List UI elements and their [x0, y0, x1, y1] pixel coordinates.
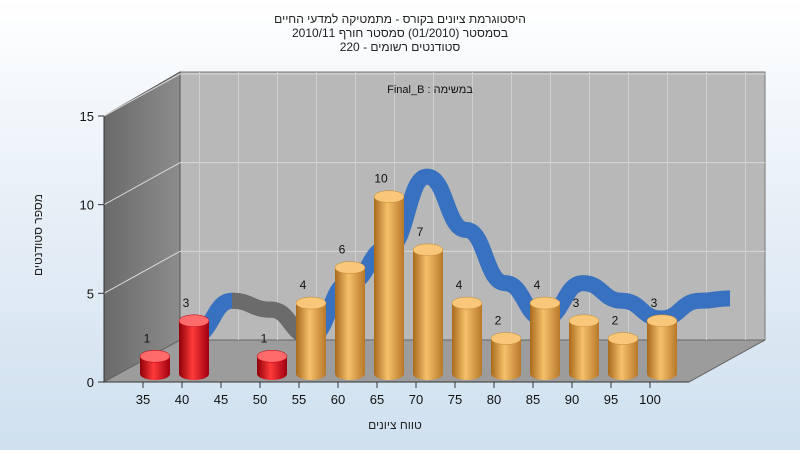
bar-top [646, 314, 678, 328]
bar-body [452, 303, 482, 380]
bar-value-label: 4 [534, 278, 541, 292]
bar-value-label: 10 [374, 172, 388, 186]
bar-value-label: 3 [651, 296, 658, 310]
bar-80: 2 [490, 314, 522, 380]
bar-top [178, 314, 210, 328]
x-tick-label: 60 [331, 392, 345, 407]
bar-100: 3 [646, 296, 678, 380]
x-axis-label: טווח ציונים [368, 418, 422, 432]
bar-50: 1 [256, 331, 288, 380]
chart-title-line-1: היסטוגרמת ציונים בקורס - מתמטיקה למדעי ה… [274, 12, 526, 26]
bar-value-label: 7 [417, 225, 424, 239]
bar-40: 3 [178, 296, 210, 380]
bar-value-label: 2 [612, 314, 619, 328]
bar-value-label: 1 [261, 331, 268, 345]
bars: 1 3 1 4 6 10 7 4 2 4 3 2 3 [139, 172, 678, 380]
x-tick-label: 45 [214, 392, 228, 407]
grid-line-h [103, 162, 181, 206]
bar-65: 10 [373, 172, 405, 380]
x-tick-label: 70 [409, 392, 423, 407]
x-tick-label: 90 [565, 392, 579, 407]
bar-35: 1 [139, 331, 171, 380]
x-tick-label: 75 [448, 392, 462, 407]
y-tick-label: 5 [87, 286, 94, 301]
bar-top [529, 296, 561, 310]
bar-body [608, 338, 638, 380]
y-tick-label: 10 [80, 198, 94, 213]
bar-value-label: 4 [300, 278, 307, 292]
bar-body [569, 320, 599, 380]
bar-body [647, 320, 677, 380]
bar-top [490, 332, 522, 345]
bar-body [335, 267, 365, 380]
bar-top [334, 261, 366, 274]
bar-body [491, 338, 521, 380]
bar-top [412, 243, 444, 257]
bar-body [179, 320, 209, 380]
bar-top [256, 350, 288, 363]
x-tick-label: 55 [292, 392, 306, 407]
bar-value-label: 2 [495, 314, 502, 328]
bar-body [140, 356, 170, 380]
bar-top [568, 314, 600, 328]
bar-body [374, 196, 404, 380]
bar-55: 4 [295, 278, 327, 380]
bar-top [451, 296, 483, 310]
bar-body [530, 303, 560, 380]
x-tick-label: 85 [526, 392, 540, 407]
x-tick-label: 95 [604, 392, 618, 407]
x-tick-label: 40 [175, 392, 189, 407]
x-tick-label: 65 [370, 392, 384, 407]
bar-top [373, 190, 405, 203]
bar-value-label: 3 [183, 296, 190, 310]
chart-title-line-3: סטודנטים רשומים - 220 [339, 40, 461, 54]
x-tick-label: 100 [639, 392, 661, 407]
y-tick-label: 0 [87, 375, 94, 390]
legend-label: Final_B : במשימה [387, 84, 473, 96]
grid-line-h [103, 73, 181, 117]
bar-85: 4 [529, 278, 561, 380]
bar-95: 2 [607, 314, 639, 380]
bar-value-label: 6 [339, 243, 346, 257]
bar-top [139, 350, 171, 363]
grid-line-h [103, 250, 181, 294]
y-tick-label: 15 [80, 109, 94, 124]
x-tick-label: 50 [253, 392, 267, 407]
bar-top [607, 332, 639, 345]
chart-title-line-2: בסמסטר (01/2010) סמסטר חורף 2010/11 [291, 26, 509, 40]
y-axis-label: מספר סטודנטים [31, 193, 45, 277]
bar-75: 4 [451, 278, 483, 380]
bar-60: 6 [334, 243, 366, 380]
left-wall [103, 71, 181, 383]
bar-90: 3 [568, 296, 600, 380]
bar-value-label: 3 [573, 296, 580, 310]
bar-body [257, 356, 287, 380]
bar-body [296, 303, 326, 380]
bar-value-label: 1 [144, 331, 151, 345]
axis-ticks: 0 5 10 15 35 40 45 50 55 60 65 70 75 80 85 90 95 100 [80, 109, 661, 407]
bar-value-label: 4 [456, 278, 463, 292]
bar-top [295, 296, 327, 310]
bar-70: 7 [412, 225, 444, 380]
x-tick-label: 35 [136, 392, 150, 407]
x-tick-label: 80 [487, 392, 501, 407]
bar-body [413, 249, 443, 380]
